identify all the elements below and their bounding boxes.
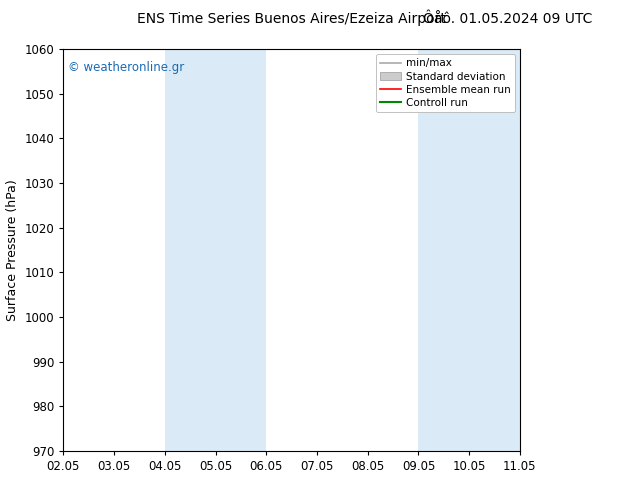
Bar [418,49,520,451]
Text: © weatheronline.gr: © weatheronline.gr [68,61,184,74]
Legend: min/max, Standard deviation, Ensemble mean run, Controll run: min/max, Standard deviation, Ensemble me… [375,54,515,112]
Y-axis label: Surface Pressure (hPa): Surface Pressure (hPa) [6,179,19,321]
Text: ENS Time Series Buenos Aires/Ezeiza Airport: ENS Time Series Buenos Aires/Ezeiza Airp… [137,12,446,26]
Text: Ôåô. 01.05.2024 09 UTC: Ôåô. 01.05.2024 09 UTC [422,12,592,26]
Bar [165,49,266,451]
